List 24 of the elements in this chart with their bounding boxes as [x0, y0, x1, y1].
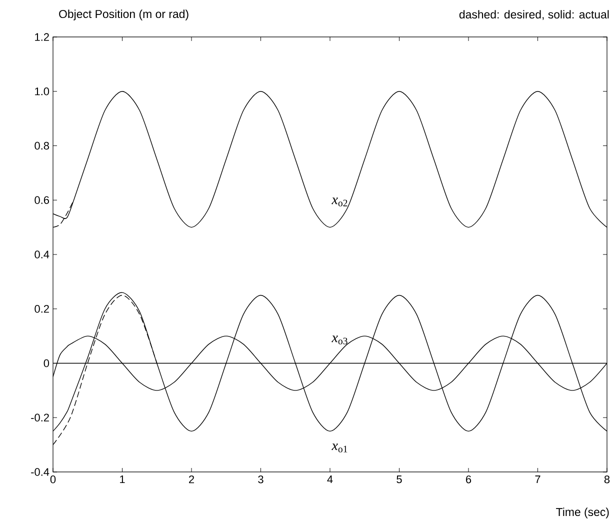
x-tick-label: 5: [396, 476, 402, 484]
chart-title: Object Position (m or rad): [59, 10, 188, 20]
y-tick-label: 1.0: [35, 87, 50, 96]
x-tick-label: 6: [466, 476, 472, 484]
annotation: x$_{o1}$: [332, 444, 348, 452]
x-tick-label: 7: [535, 476, 540, 484]
y-tick-label: -0.4: [31, 468, 50, 476]
x-axis-title: Time (sec): [556, 508, 609, 518]
x-tick-label: 4: [327, 476, 333, 484]
y-tick-label: 0.4: [34, 250, 50, 258]
y-tick-label: 1.2: [35, 33, 49, 41]
y-tick-label: 0: [44, 359, 50, 368]
x-tick-label: 1: [120, 476, 125, 484]
annotation: x$_{o2}$: [332, 198, 348, 206]
y-tick-label: -0.2: [31, 414, 49, 422]
chart-subtitle: dashed: desired, solid: actual: [459, 10, 609, 20]
x-tick-label: 2: [189, 476, 194, 484]
y-tick-label: 0.6: [34, 196, 50, 204]
x-tick-label: 3: [258, 476, 264, 484]
x-tick-label: 8: [604, 476, 610, 484]
y-tick-label: 0.8: [34, 142, 50, 150]
annotation: x$_{o3}$: [332, 336, 348, 344]
y-tick-label: 0.2: [34, 304, 49, 313]
x-tick-label: 0: [50, 476, 56, 484]
